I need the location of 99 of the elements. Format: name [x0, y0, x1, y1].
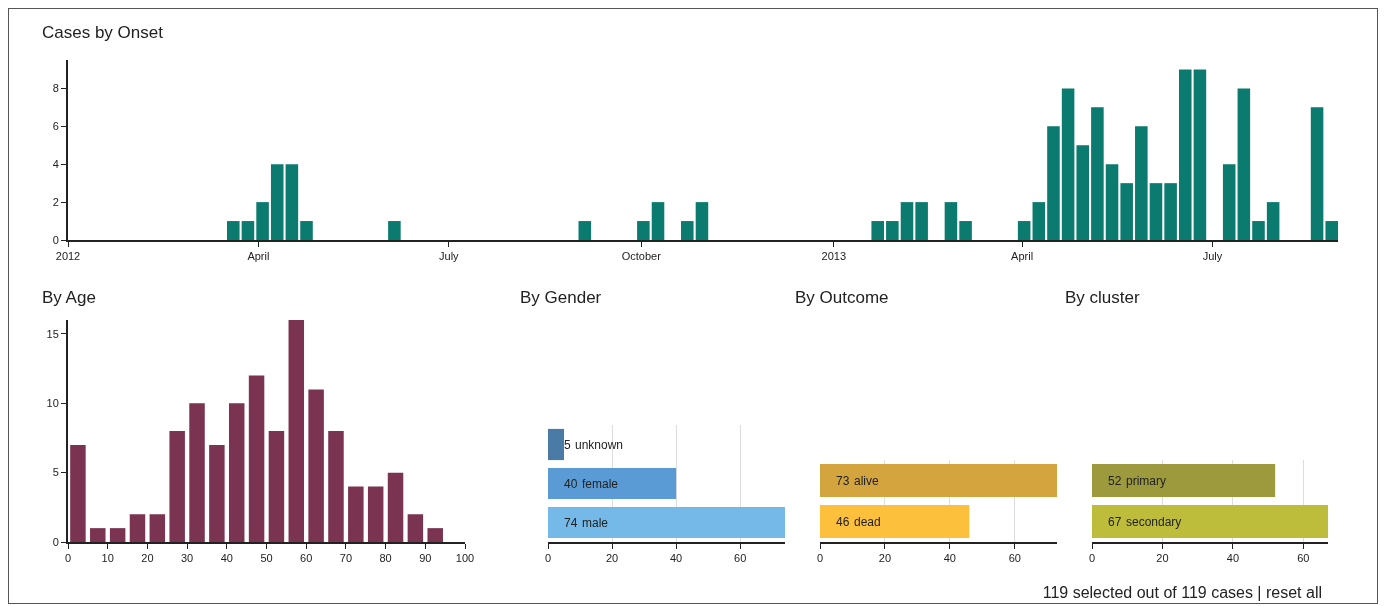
x-tick-label: 20 [878, 552, 892, 565]
chart-title: By Gender [520, 287, 602, 307]
bar [1105, 164, 1119, 240]
x-tick-label: 20 [141, 552, 154, 565]
category-label: primary [1126, 474, 1167, 488]
bar [886, 221, 899, 240]
bar [915, 202, 928, 240]
bar [959, 221, 972, 240]
bar [1076, 145, 1090, 240]
x-tick-label: 60 [734, 552, 747, 565]
chart-title: By cluster [1065, 287, 1140, 307]
x-tick-label: 10 [101, 552, 114, 565]
x-tick-label: 50 [260, 552, 273, 565]
y-tick-label: 15 [46, 327, 59, 340]
bar [1266, 202, 1280, 240]
data-label: 67 [1108, 515, 1122, 529]
bar [944, 202, 958, 240]
bar [1091, 107, 1104, 240]
bar [227, 221, 240, 240]
x-tick-label: 80 [379, 552, 392, 565]
data-label: 5 [564, 438, 571, 452]
x-tick-label: July [439, 250, 460, 263]
bar [1178, 69, 1192, 240]
x-tick-label: 40 [669, 552, 683, 565]
bar [1193, 69, 1207, 240]
x-tick-label: 60 [1008, 552, 1021, 565]
bar [1017, 221, 1031, 240]
x-tick-label: 40 [220, 552, 233, 565]
x-tick-label: 60 [300, 552, 313, 565]
y-tick-label: 10 [46, 397, 59, 410]
x-tick-label: 100 [455, 552, 475, 565]
bar [1061, 88, 1075, 240]
bar [285, 164, 299, 240]
x-tick-label: 2013 [821, 250, 847, 263]
bar [241, 221, 255, 240]
bar [548, 428, 565, 461]
x-tick-label: 20 [1156, 552, 1169, 565]
x-tick-label: October [621, 250, 662, 263]
bar [1222, 164, 1236, 240]
bar [548, 506, 785, 539]
category-label: dead [854, 515, 881, 529]
y-tick-label: 0 [52, 535, 59, 548]
y-tick-label: 5 [52, 466, 59, 479]
bar [548, 467, 677, 500]
x-tick-label: 30 [180, 552, 194, 565]
bar [1325, 221, 1338, 240]
data-label: 40 [564, 477, 578, 491]
bar [637, 221, 650, 240]
bar [1237, 88, 1251, 240]
bar [300, 221, 313, 240]
x-tick-label: 0 [64, 552, 72, 565]
bar [388, 221, 401, 240]
x-tick-label: April [247, 250, 270, 263]
text: 119 selected out of 119 cases | reset all [1042, 584, 1322, 602]
x-tick-label: 70 [339, 552, 353, 565]
bar [1135, 126, 1148, 240]
bar [578, 221, 592, 240]
data-label: 74 [564, 516, 578, 530]
x-tick-label: 2012 [55, 250, 81, 263]
y-tick-label: 0 [52, 233, 59, 246]
data-label: 46 [836, 515, 850, 529]
bar [1252, 221, 1265, 240]
bar [270, 164, 284, 240]
category-label: unknown [575, 438, 624, 452]
x-tick-label: 0 [544, 552, 552, 565]
data-label: 73 [836, 474, 850, 488]
x-tick-label: 0 [1088, 552, 1096, 565]
bar [871, 221, 884, 240]
bar [1047, 126, 1060, 240]
bar [900, 202, 914, 240]
category-label: male [582, 516, 609, 530]
bar [651, 202, 665, 240]
bar [1164, 183, 1177, 240]
bar [1120, 183, 1133, 240]
x-tick-label: 40 [943, 552, 956, 565]
bar [1310, 107, 1324, 240]
y-tick-label: 2 [52, 195, 59, 208]
chart-title: By Age [42, 287, 96, 307]
bar [1032, 202, 1046, 240]
bar [256, 202, 269, 240]
x-tick-label: 0 [816, 552, 824, 565]
x-tick-label: 60 [1297, 552, 1310, 565]
data-label: 52 [1108, 474, 1122, 488]
x-tick-label: April [1011, 250, 1034, 263]
bar [695, 202, 709, 240]
bar [681, 221, 694, 240]
category-label: secondary [1126, 515, 1182, 529]
chart-title: By Outcome [795, 287, 889, 307]
y-tick-label: 8 [52, 82, 59, 95]
x-tick-label: 40 [1226, 552, 1240, 565]
y-tick-label: 6 [52, 120, 59, 133]
x-tick-label: 20 [605, 552, 619, 565]
chart-title: Cases by Onset [42, 22, 164, 42]
x-tick-label: 90 [419, 552, 432, 565]
x-tick-label: July [1202, 250, 1223, 263]
bar [1149, 183, 1163, 240]
y-tick-label: 4 [52, 158, 59, 171]
category-label: alive [854, 474, 879, 488]
category-label: female [582, 477, 619, 491]
